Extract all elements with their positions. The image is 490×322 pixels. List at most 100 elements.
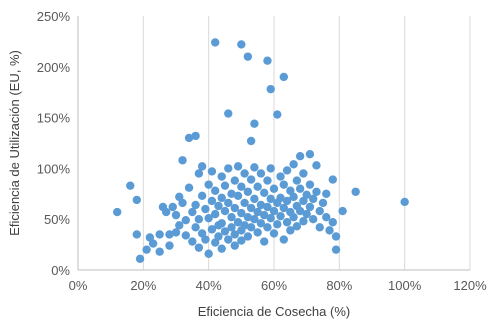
data-point bbox=[207, 167, 217, 176]
data-point bbox=[282, 218, 292, 227]
data-point bbox=[292, 222, 302, 231]
data-point bbox=[246, 136, 256, 146]
data-point bbox=[224, 235, 233, 244]
data-point bbox=[224, 164, 233, 173]
data-point bbox=[325, 226, 334, 235]
data-point bbox=[309, 194, 318, 204]
data-point bbox=[260, 188, 269, 197]
data-point bbox=[217, 219, 226, 228]
data-point bbox=[171, 228, 181, 237]
data-point bbox=[113, 207, 122, 217]
data-point bbox=[165, 241, 174, 250]
data-point bbox=[240, 221, 249, 230]
data-point bbox=[214, 201, 223, 211]
data-point bbox=[328, 218, 337, 227]
data-point bbox=[263, 56, 272, 65]
data-point bbox=[312, 161, 321, 170]
data-point bbox=[253, 182, 262, 191]
data-point bbox=[184, 133, 194, 143]
data-point bbox=[204, 213, 213, 223]
data-point bbox=[230, 176, 239, 185]
data-point bbox=[126, 181, 135, 190]
x-tick-label: 100% bbox=[388, 278, 422, 293]
x-tick-label: 80% bbox=[326, 278, 352, 293]
x-tick-label: 40% bbox=[196, 278, 222, 293]
data-point bbox=[194, 215, 204, 224]
data-point bbox=[302, 190, 311, 200]
data-point bbox=[207, 196, 217, 206]
data-point bbox=[260, 210, 269, 220]
data-point bbox=[233, 218, 243, 227]
data-point bbox=[155, 247, 164, 256]
data-point bbox=[201, 235, 210, 244]
data-point bbox=[246, 223, 256, 232]
data-point bbox=[322, 212, 331, 222]
data-point bbox=[322, 189, 331, 198]
data-point bbox=[279, 203, 288, 213]
data-point bbox=[230, 203, 239, 213]
data-point bbox=[204, 180, 213, 189]
data-point bbox=[250, 163, 259, 172]
data-point bbox=[312, 187, 321, 196]
data-point bbox=[295, 184, 305, 193]
data-point bbox=[237, 40, 246, 49]
y-tick-label: 200% bbox=[37, 60, 71, 75]
data-point bbox=[204, 249, 213, 258]
data-point bbox=[237, 182, 246, 191]
data-point bbox=[331, 245, 341, 254]
data-point bbox=[132, 230, 141, 239]
data-point bbox=[276, 172, 285, 181]
data-point bbox=[256, 200, 266, 210]
data-point bbox=[191, 223, 200, 232]
data-point bbox=[197, 162, 207, 171]
x-tick-label: 60% bbox=[261, 278, 287, 293]
y-tick-label: 100% bbox=[37, 161, 71, 176]
data-point bbox=[191, 200, 200, 210]
data-point bbox=[178, 156, 187, 165]
data-point bbox=[263, 176, 272, 185]
data-point bbox=[253, 228, 262, 237]
data-point bbox=[256, 169, 266, 178]
data-point bbox=[309, 215, 318, 224]
data-point bbox=[269, 184, 279, 193]
x-axis-title: Eficiencia de Cosecha (%) bbox=[198, 304, 350, 319]
data-point bbox=[400, 197, 409, 207]
data-point bbox=[201, 204, 210, 214]
data-points bbox=[113, 38, 409, 264]
data-point bbox=[237, 236, 246, 245]
data-point bbox=[282, 196, 292, 206]
data-point bbox=[230, 230, 239, 239]
data-point bbox=[227, 189, 236, 198]
data-point bbox=[240, 198, 249, 208]
data-point bbox=[289, 212, 298, 222]
data-point bbox=[266, 194, 275, 204]
data-point bbox=[279, 180, 288, 189]
data-point bbox=[220, 206, 230, 216]
data-point bbox=[181, 216, 190, 225]
data-point bbox=[351, 187, 360, 196]
data-point bbox=[286, 226, 295, 235]
data-point bbox=[256, 219, 266, 228]
data-point bbox=[181, 231, 190, 240]
data-point bbox=[279, 72, 288, 82]
data-point bbox=[175, 221, 184, 230]
y-axis-title: Eficiencia de Utilización (EU, %) bbox=[7, 50, 22, 236]
y-tick-label: 0% bbox=[51, 263, 70, 278]
data-point bbox=[331, 232, 341, 241]
data-point bbox=[207, 225, 217, 234]
data-point bbox=[233, 191, 243, 201]
x-tick-label: 0% bbox=[69, 278, 88, 293]
data-point bbox=[217, 193, 226, 203]
data-point bbox=[214, 232, 223, 241]
data-point bbox=[132, 195, 141, 205]
y-tick-label: 250% bbox=[37, 9, 71, 24]
data-point bbox=[224, 109, 233, 118]
data-point bbox=[305, 149, 315, 159]
data-point bbox=[220, 227, 230, 236]
data-point bbox=[217, 172, 226, 181]
data-point bbox=[211, 38, 220, 47]
data-point bbox=[243, 52, 253, 61]
data-point bbox=[305, 202, 315, 212]
data-point bbox=[211, 186, 220, 195]
